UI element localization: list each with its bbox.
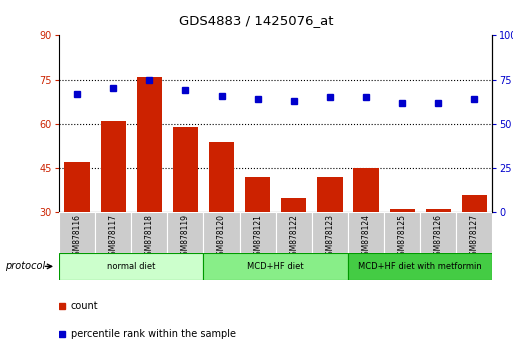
Bar — [426, 210, 451, 212]
Text: MCD+HF diet with metformin: MCD+HF diet with metformin — [359, 262, 482, 271]
Bar — [389, 210, 415, 212]
Bar — [353, 168, 379, 212]
Text: GSM878116: GSM878116 — [72, 215, 82, 261]
Bar — [245, 177, 270, 212]
Text: count: count — [71, 301, 98, 311]
Bar — [101, 121, 126, 212]
Text: percentile rank within the sample: percentile rank within the sample — [71, 330, 235, 339]
Text: protocol: protocol — [5, 261, 45, 272]
Bar — [462, 195, 487, 212]
Bar — [317, 177, 343, 212]
Text: GSM878126: GSM878126 — [434, 215, 443, 261]
Bar — [312, 212, 348, 253]
Bar — [348, 212, 384, 253]
Text: GDS4883 / 1425076_at: GDS4883 / 1425076_at — [179, 14, 334, 27]
Bar — [173, 127, 198, 212]
Text: GSM878125: GSM878125 — [398, 215, 407, 261]
Text: GSM878124: GSM878124 — [362, 215, 370, 261]
Bar — [240, 212, 275, 253]
Bar — [95, 212, 131, 253]
Text: GSM878119: GSM878119 — [181, 215, 190, 261]
Text: MCD+HF diet: MCD+HF diet — [247, 262, 304, 271]
Text: GSM878127: GSM878127 — [470, 215, 479, 261]
Text: GSM878123: GSM878123 — [325, 215, 334, 261]
Bar — [281, 198, 306, 212]
Bar — [136, 77, 162, 212]
Bar — [275, 212, 312, 253]
Bar — [167, 212, 204, 253]
Bar — [209, 142, 234, 212]
Bar — [204, 253, 348, 280]
Bar — [59, 212, 95, 253]
Bar — [65, 162, 90, 212]
Bar — [59, 253, 204, 280]
Bar — [204, 212, 240, 253]
Text: GSM878120: GSM878120 — [217, 215, 226, 261]
Bar — [348, 253, 492, 280]
Text: GSM878122: GSM878122 — [289, 215, 298, 260]
Text: normal diet: normal diet — [107, 262, 155, 271]
Bar — [131, 212, 167, 253]
Text: GSM878121: GSM878121 — [253, 215, 262, 260]
Text: GSM878117: GSM878117 — [109, 215, 117, 261]
Bar — [457, 212, 492, 253]
Bar — [420, 212, 457, 253]
Bar — [384, 212, 420, 253]
Text: GSM878118: GSM878118 — [145, 215, 154, 260]
